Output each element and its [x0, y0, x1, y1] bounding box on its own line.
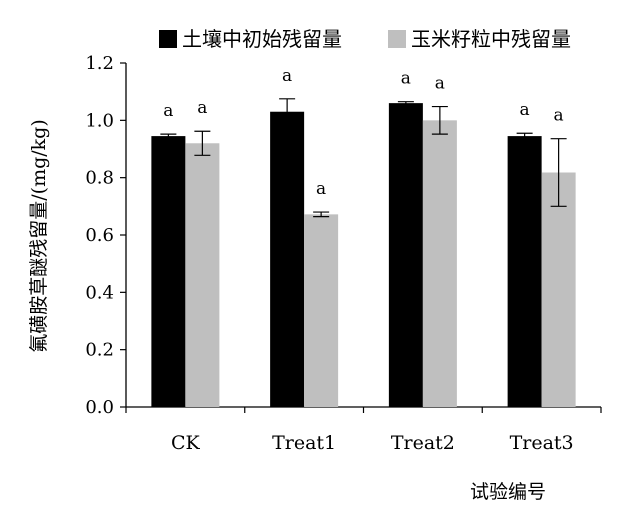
significance-label: a: [163, 101, 173, 121]
bar-series-1: [388, 103, 423, 407]
legend-swatch-series-2: [388, 30, 406, 48]
category-label: CK: [171, 432, 201, 454]
bar-series-1: [151, 136, 186, 407]
significance-label: a: [554, 106, 564, 126]
significance-label: a: [316, 179, 326, 199]
y-axis-ticks: 0.0 0.2 0.4 0.6 0.8 1.0 1.2: [85, 53, 126, 418]
error-bars: [160, 98, 567, 218]
category-label: Treat3: [510, 432, 574, 454]
x-axis-title: 试验编号: [470, 481, 546, 503]
y-tick-label: 0.8: [85, 168, 114, 189]
bar-series-2: [304, 214, 339, 407]
bar-series-1: [270, 111, 305, 407]
significance-label: a: [435, 74, 445, 94]
bar-series-2: [422, 120, 457, 407]
legend-swatch-series-1: [159, 30, 177, 48]
significance-label: a: [520, 100, 530, 120]
x-axis-ticks: [125, 407, 602, 413]
y-tick-label: 1.0: [85, 110, 114, 131]
bar-series-1: [507, 136, 542, 407]
y-axis-title: 氟磺胺草醚残留量/(mg/kg): [28, 119, 50, 352]
y-tick-label: 1.2: [85, 53, 114, 74]
category-label: Treat2: [391, 432, 455, 454]
legend-label-series-1: 土壤中初始残留量: [182, 27, 342, 51]
y-tick-label: 0.0: [85, 397, 114, 418]
bar-series-2: [541, 172, 576, 407]
category-label: Treat1: [272, 432, 336, 454]
significance-label: a: [282, 66, 292, 86]
y-tick-label: 0.2: [85, 340, 114, 361]
legend: 土壤中初始残留量 玉米籽粒中残留量: [159, 27, 571, 51]
category-labels: CK Treat1 Treat2 Treat3: [171, 432, 574, 454]
bar-series-2: [185, 143, 220, 407]
y-tick-label: 0.4: [85, 282, 114, 303]
y-tick-label: 0.6: [85, 225, 114, 246]
bars: [151, 103, 576, 407]
legend-label-series-2: 玉米籽粒中残留量: [411, 27, 571, 51]
significance-labels: a a a a a a a a: [163, 66, 563, 199]
significance-label: a: [197, 98, 207, 118]
significance-label: a: [401, 69, 411, 89]
